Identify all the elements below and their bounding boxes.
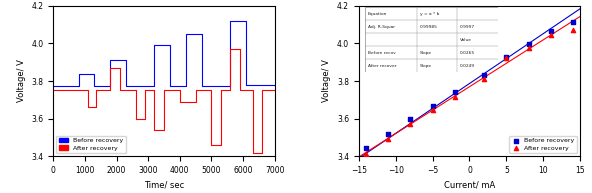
Before recovery xyxy=(406,117,415,120)
Before recovery xyxy=(362,146,371,149)
After recovery xyxy=(428,109,437,112)
After recovery xyxy=(406,123,415,126)
Y-axis label: Voltage/ V: Voltage/ V xyxy=(17,60,26,102)
Before recovery xyxy=(450,91,459,94)
After recovery xyxy=(568,29,578,32)
After recovery xyxy=(362,152,371,155)
After recovery xyxy=(384,138,393,141)
X-axis label: Current/ mA: Current/ mA xyxy=(444,181,495,190)
After recovery xyxy=(546,33,555,36)
After recovery xyxy=(501,57,511,60)
After recovery xyxy=(450,96,459,99)
Legend: Before recovery, After recovery: Before recovery, After recovery xyxy=(509,135,577,153)
Before recovery xyxy=(384,132,393,135)
Before recovery xyxy=(546,30,555,33)
Before recovery xyxy=(568,20,578,23)
After recovery xyxy=(524,47,533,50)
Before recovery xyxy=(428,105,437,108)
After recovery xyxy=(480,78,489,81)
Before recovery xyxy=(480,74,489,77)
X-axis label: Time/ sec: Time/ sec xyxy=(144,181,184,190)
Legend: Before recovery, After recovery: Before recovery, After recovery xyxy=(56,135,126,153)
Y-axis label: Voltage/ V: Voltage/ V xyxy=(323,60,332,102)
Before recovery xyxy=(501,55,511,58)
Before recovery xyxy=(524,43,533,46)
